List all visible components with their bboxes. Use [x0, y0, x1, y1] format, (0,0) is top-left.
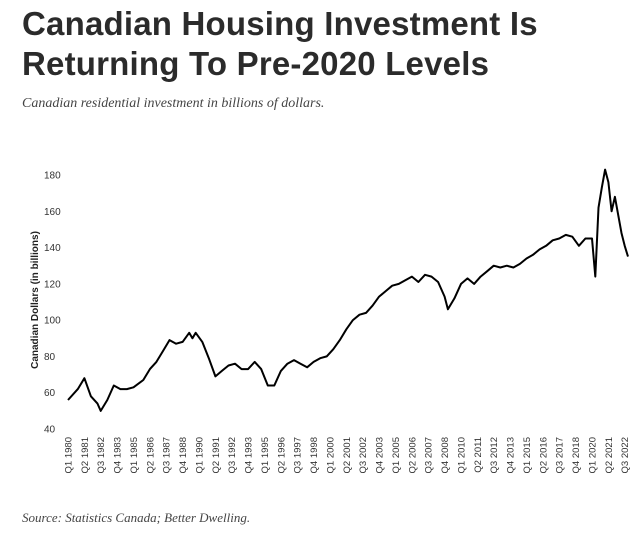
x-tick-label: Q4 1983	[113, 437, 124, 473]
x-tick-label: Q1 2010	[457, 437, 468, 473]
y-tick-label: 180	[44, 171, 61, 182]
y-tick-label: 100	[44, 316, 61, 327]
x-tick-label: Q3 1992	[227, 437, 238, 473]
x-axis: Q1 1980 Q2 1981 Q3 1982 Q4 1983 Q1 1985 Q2 19…	[64, 437, 632, 473]
x-tick-label: Q2 2006	[407, 437, 418, 473]
x-tick-label: Q3 1987	[162, 437, 173, 473]
y-tick-label: 80	[44, 352, 56, 363]
x-tick-label: Q4 2008	[440, 437, 451, 473]
x-tick-label: Q1 2005	[391, 437, 402, 473]
x-tick-label: Q3 2017	[555, 437, 566, 473]
x-tick-label: Q1 2020	[588, 437, 599, 473]
x-tick-label: Q1 1980	[64, 437, 75, 473]
x-tick-label: Q1 1995	[260, 437, 271, 473]
x-tick-label: Q3 2007	[424, 437, 435, 473]
x-tick-label: Q2 1981	[80, 437, 91, 473]
x-tick-label: Q2 2011	[473, 437, 484, 473]
x-tick-label: Q3 2002	[358, 437, 369, 473]
x-tick-label: Q4 2018	[571, 437, 582, 473]
chart-title: Canadian Housing Investment Is Returning…	[22, 5, 538, 82]
y-tick-label: 60	[44, 388, 56, 399]
x-tick-label: Q3 1997	[293, 437, 304, 473]
x-tick-label: Q1 1990	[195, 437, 206, 473]
y-axis: 40 60 80 100 120 140 160 180	[44, 171, 61, 436]
x-tick-label: Q2 1996	[276, 437, 287, 473]
x-tick-label: Q3 2012	[489, 437, 500, 473]
x-tick-label: Q4 2003	[375, 437, 386, 473]
y-tick-label: 40	[44, 425, 56, 436]
x-tick-label: Q3 1982	[96, 437, 107, 473]
y-tick-label: 120	[44, 279, 61, 290]
x-tick-label: Q2 1991	[211, 437, 222, 473]
x-tick-label: Q4 2013	[506, 437, 517, 473]
x-tick-label: Q1 2000	[326, 437, 337, 473]
x-tick-label: Q2 1986	[145, 437, 156, 473]
x-tick-label: Q1 2015	[522, 437, 533, 473]
chart-subtitle: Canadian residential investment in billi…	[22, 96, 325, 111]
series-line	[67, 168, 629, 412]
x-tick-label: Q2 2016	[538, 437, 549, 473]
y-tick-label: 140	[44, 243, 61, 254]
x-tick-label: Q2 2001	[342, 437, 353, 473]
y-tick-label: 160	[44, 207, 61, 218]
x-tick-label: Q4 1993	[244, 437, 255, 473]
x-tick-label: Q2 2021	[604, 437, 615, 473]
x-tick-label: Q1 1985	[129, 437, 140, 473]
x-tick-label: Q4 1988	[178, 437, 189, 473]
x-tick-label: Q3 2022	[620, 437, 631, 473]
source-note: Source: Statistics Canada; Better Dwelli…	[22, 510, 251, 525]
y-axis-label: Canadian Dollars (in billions)	[30, 231, 41, 369]
x-tick-label: Q4 1998	[309, 437, 320, 473]
